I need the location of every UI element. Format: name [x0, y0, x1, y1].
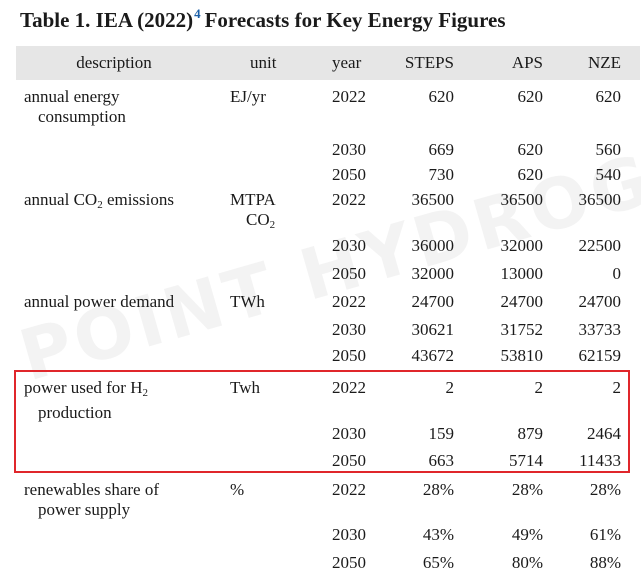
cell-nze: 62159	[578, 346, 622, 365]
cell-steps: 159	[428, 424, 455, 443]
cell-year: 2050	[332, 264, 366, 283]
cell-steps: 36500	[411, 190, 455, 209]
cell-aps: 49%	[511, 525, 543, 544]
row-description: annual energy consumption	[24, 87, 126, 126]
cell-nze: 36500	[578, 190, 622, 209]
cell-nze: 540	[595, 165, 622, 184]
cell-steps: 36000	[411, 236, 455, 255]
table-title: Table 1. IEA (2022)4 Forecasts for Key En…	[20, 6, 506, 33]
cell-nze: 11433	[579, 451, 621, 470]
highlight-box	[14, 370, 630, 473]
cell-year: 2050	[332, 346, 366, 365]
cell-aps: 620	[517, 87, 544, 106]
row-description: annual CO2 emissions	[24, 190, 174, 211]
cell-aps: 879	[517, 424, 544, 443]
cell-nze: 28%	[589, 480, 621, 499]
header-nze: NZE	[587, 53, 621, 72]
header-aps: APS	[511, 53, 543, 72]
cell-steps: 43%	[422, 525, 454, 544]
cell-aps: 80%	[511, 553, 543, 572]
row-description: renewables share of power supply	[24, 480, 159, 519]
cell-steps: 28%	[422, 480, 454, 499]
row-description: annual power demand	[24, 292, 175, 311]
cell-year: 2022	[332, 378, 366, 397]
cell-year: 2030	[332, 320, 366, 339]
cell-aps: 13000	[500, 264, 544, 283]
cell-aps: 24700	[500, 292, 544, 311]
row-unit: Twh	[230, 378, 260, 397]
reference-link[interactable]: 4	[194, 6, 201, 21]
cell-nze: 620	[595, 87, 622, 106]
cell-nze: 24700	[578, 292, 622, 311]
cell-aps: 28%	[511, 480, 543, 499]
cell-nze: 0	[612, 264, 622, 283]
header-unit: unit	[250, 53, 277, 72]
table-header	[16, 46, 640, 80]
cell-year: 2030	[332, 424, 366, 443]
cell-steps: 620	[428, 87, 455, 106]
cell-nze: 88%	[589, 553, 621, 572]
cell-aps: 36500	[500, 190, 544, 209]
cell-aps: 620	[517, 165, 544, 184]
cell-steps: 30621	[411, 320, 455, 339]
cell-steps: 669	[428, 140, 455, 159]
cell-aps: 620	[517, 140, 544, 159]
cell-year: 2050	[332, 165, 366, 184]
cell-steps: 730	[428, 165, 455, 184]
cell-year: 2022	[332, 292, 366, 311]
cell-aps: 5714	[509, 451, 543, 470]
cell-steps: 43672	[411, 346, 455, 365]
cell-year: 2050	[332, 451, 366, 470]
cell-aps: 32000	[500, 236, 544, 255]
row-unit: MTPA CO2	[230, 190, 276, 231]
cell-steps: 32000	[411, 264, 455, 283]
row-unit: TWh	[230, 292, 265, 311]
cell-nze: 22500	[578, 236, 622, 255]
header-year: year	[332, 53, 362, 72]
cell-nze: 560	[595, 140, 622, 159]
cell-steps: 65%	[422, 553, 454, 572]
cell-year: 2022	[332, 87, 366, 106]
header-description: description	[76, 53, 152, 72]
cell-aps: 53810	[500, 346, 544, 365]
row-unit: EJ/yr	[230, 87, 266, 106]
row-description: power used for H2 production	[24, 378, 148, 422]
row-unit: %	[230, 480, 245, 499]
cell-year: 2030	[332, 525, 366, 544]
cell-steps: 2	[445, 378, 455, 397]
cell-steps: 663	[428, 451, 455, 470]
cell-nze: 61%	[589, 525, 621, 544]
cell-year: 2030	[332, 236, 366, 255]
cell-year: 2030	[332, 140, 366, 159]
cell-aps: 2	[534, 378, 544, 397]
header-steps: STEPS	[404, 53, 454, 72]
title-text: Table 1. IEA (2022)	[20, 8, 194, 32]
watermark: POINT HYDROGEN	[10, 106, 641, 398]
cell-nze: 2464	[587, 424, 621, 443]
cell-year: 2022	[332, 480, 366, 499]
cell-nze: 33733	[578, 320, 622, 339]
cell-year: 2022	[332, 190, 366, 209]
cell-aps: 31752	[500, 320, 544, 339]
cell-nze: 2	[612, 378, 622, 397]
cell-year: 2050	[332, 553, 366, 572]
title-rest: Forecasts for Key Energy Figures	[204, 8, 506, 32]
cell-steps: 24700	[411, 292, 455, 311]
